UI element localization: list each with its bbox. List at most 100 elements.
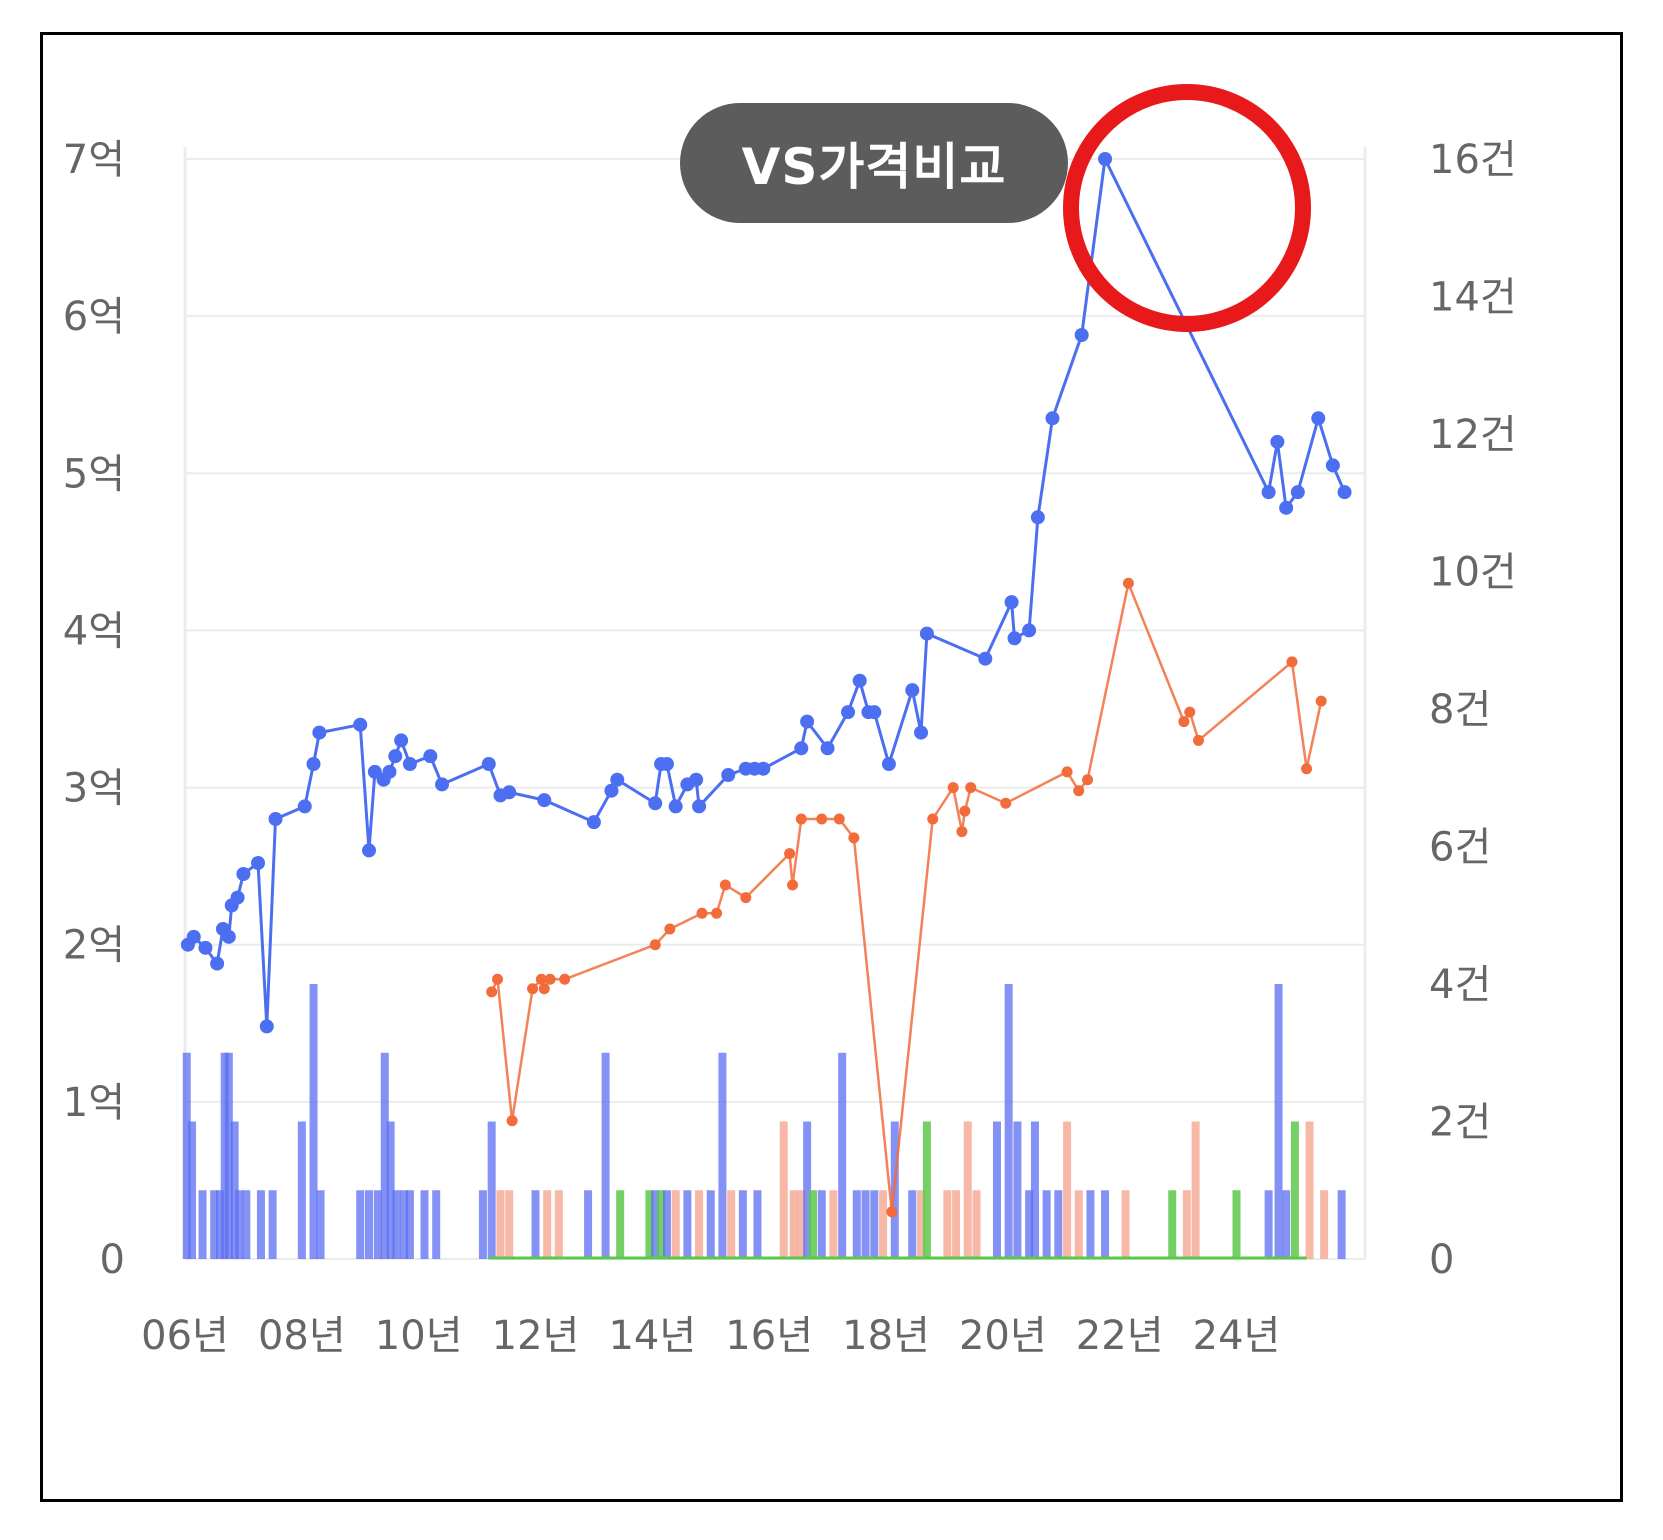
orange-data-point bbox=[795, 813, 807, 825]
y-left-tick-label: 2억 bbox=[63, 923, 125, 969]
orange-data-point bbox=[1073, 785, 1085, 797]
orange-data-point bbox=[538, 983, 550, 995]
orange-data-point bbox=[696, 907, 708, 919]
orange-data-point bbox=[1193, 734, 1205, 746]
volume-bar bbox=[718, 1052, 727, 1259]
volume-bar bbox=[432, 1190, 441, 1259]
blue-data-point bbox=[186, 929, 201, 944]
x-tick-label: 08년 bbox=[258, 1313, 346, 1359]
volume-bar bbox=[952, 1190, 961, 1259]
volume-bar bbox=[268, 1190, 277, 1259]
volume-bar bbox=[256, 1190, 265, 1259]
blue-data-point bbox=[537, 793, 552, 808]
blue-data-point bbox=[881, 757, 896, 771]
volume-bar bbox=[210, 1190, 219, 1259]
orange-data-point bbox=[784, 848, 796, 860]
y-left-tick-label: 1억 bbox=[63, 1080, 125, 1126]
volume-bar bbox=[972, 1190, 981, 1259]
blue-data-point bbox=[1022, 623, 1037, 638]
blue-data-point bbox=[1004, 595, 1019, 610]
blue-data-point bbox=[210, 956, 225, 971]
blue-data-point bbox=[1270, 434, 1285, 449]
volume-bar bbox=[309, 984, 318, 1259]
volume-bar bbox=[738, 1190, 747, 1259]
x-tick-label: 16년 bbox=[725, 1313, 813, 1359]
blue-data-point bbox=[1311, 411, 1326, 426]
y-left-tick-label: 3억 bbox=[63, 766, 125, 812]
volume-bar bbox=[584, 1190, 593, 1259]
orange-data-point bbox=[959, 805, 971, 817]
y-right-tick-label: 2건 bbox=[1429, 1100, 1491, 1146]
blue-data-point bbox=[1074, 328, 1089, 342]
volume-bar bbox=[496, 1190, 505, 1259]
volume-bar bbox=[829, 1190, 838, 1259]
blue-data-point bbox=[353, 717, 368, 732]
x-tick-label: 20년 bbox=[959, 1313, 1047, 1359]
volume-bar bbox=[943, 1190, 952, 1259]
highlight-circle bbox=[1063, 84, 1311, 332]
orange-data-point bbox=[1286, 656, 1298, 668]
blue-data-point bbox=[867, 705, 882, 720]
blue-data-point bbox=[1098, 152, 1113, 166]
blue-data-point bbox=[604, 783, 619, 798]
volume-bar bbox=[838, 1052, 847, 1259]
blue-data-point bbox=[1007, 631, 1022, 646]
orange-data-point bbox=[1178, 716, 1190, 728]
chart-frame: 0 1억 2억 3억 4억 5억 6억 7억 0 2건 4건 6건 8건 10건 12건 14건 16건 06년 0… bbox=[40, 32, 1623, 1502]
price-lines bbox=[180, 152, 1352, 1218]
blue-data-point bbox=[435, 777, 450, 792]
x-tick-label: 22년 bbox=[1076, 1313, 1164, 1359]
blue-data-point bbox=[382, 764, 397, 779]
orange-data-point bbox=[816, 813, 828, 825]
blue-data-point bbox=[1290, 485, 1305, 500]
orange-data-point bbox=[486, 986, 498, 998]
volume-bar bbox=[908, 1190, 917, 1259]
blue-series-line bbox=[186, 153, 1346, 1027]
volume-bar bbox=[400, 1190, 409, 1259]
blue-data-point bbox=[914, 725, 929, 740]
blue-data-point bbox=[481, 757, 496, 771]
volume-bar bbox=[879, 1190, 888, 1259]
blue-data-point bbox=[668, 799, 683, 814]
volume-bar bbox=[1121, 1190, 1130, 1259]
orange-data-point bbox=[1301, 763, 1313, 775]
blue-data-point bbox=[756, 761, 771, 776]
volume-bar bbox=[1063, 1121, 1072, 1259]
orange-data-point bbox=[1082, 774, 1094, 786]
blue-data-point bbox=[721, 768, 736, 782]
volume-bar bbox=[683, 1190, 692, 1259]
y-right-tick-label: 16건 bbox=[1429, 137, 1517, 183]
volume-bar bbox=[1004, 984, 1013, 1259]
volume-bar bbox=[808, 1190, 817, 1259]
volume-bar bbox=[182, 1052, 191, 1259]
volume-bar bbox=[645, 1190, 654, 1259]
y-left-tick-label: 0 bbox=[100, 1237, 125, 1283]
volume-bar bbox=[797, 1190, 806, 1259]
volume-bar bbox=[316, 1190, 325, 1259]
volume-bar bbox=[365, 1190, 374, 1259]
volume-bar bbox=[852, 1190, 861, 1259]
blue-data-point bbox=[259, 1019, 274, 1034]
volume-bar bbox=[651, 1190, 660, 1259]
blue-data-point bbox=[1045, 411, 1060, 426]
orange-data-point bbox=[719, 879, 731, 891]
orange-data-point bbox=[559, 973, 571, 985]
blue-data-point bbox=[362, 843, 377, 858]
volume-bar bbox=[727, 1190, 736, 1259]
blue-data-point bbox=[297, 799, 312, 814]
volume-bar bbox=[297, 1121, 306, 1259]
y-left-tick-label: 5억 bbox=[63, 451, 125, 497]
orange-data-point bbox=[711, 907, 723, 919]
blue-data-point bbox=[586, 815, 601, 830]
volume-bar bbox=[1042, 1190, 1051, 1259]
volume-bar bbox=[1025, 1190, 1034, 1259]
volume-bar bbox=[1101, 1190, 1110, 1259]
volume-bar bbox=[405, 1190, 414, 1259]
orange-data-point bbox=[1184, 706, 1196, 718]
volume-bar bbox=[543, 1190, 552, 1259]
x-tick-label: 18년 bbox=[842, 1313, 930, 1359]
volume-bar bbox=[1182, 1190, 1191, 1259]
volume-bar bbox=[1030, 1121, 1039, 1259]
volume-bar bbox=[188, 1121, 197, 1259]
volume-bar bbox=[380, 1052, 389, 1259]
